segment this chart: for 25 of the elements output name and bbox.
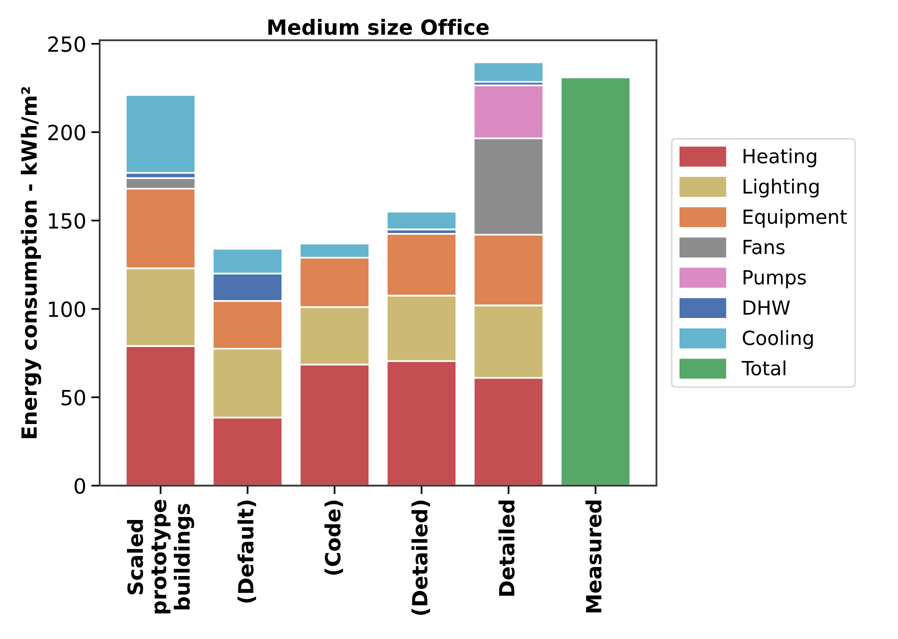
x-tick-label: (Default): [237, 500, 256, 603]
x-tick-label: Scaled prototype buildings: [127, 500, 194, 614]
bar: [472, 62, 544, 83]
bar: [560, 76, 632, 486]
bar: [386, 210, 458, 230]
legend-label: Fans: [744, 240, 785, 254]
y-tick-label: 150: [49, 212, 86, 229]
y-tick-label: 0: [74, 478, 86, 494]
x-tick-label: Detailed: [498, 500, 515, 596]
x-tick-label: (Detailed): [411, 500, 430, 615]
legend-label: Lighting: [744, 178, 819, 198]
x-tick-label: Measured: [585, 500, 602, 612]
y-axis-title: Energy consumption - kWh/m²: [20, 87, 42, 438]
legend-label: Cooling: [742, 330, 813, 349]
legend-label: Total: [742, 360, 786, 376]
y-tick-label: 200: [48, 124, 86, 140]
legend-label: DHW: [744, 300, 790, 315]
y-tick-label: 50: [62, 390, 86, 406]
chart-title: Medium size Office: [268, 18, 489, 35]
legend-label: Heating: [744, 148, 816, 168]
y-tick-label: 250: [48, 36, 86, 52]
legend-label: Equipment: [744, 208, 847, 228]
x-tick-label: (Code): [324, 500, 344, 575]
y-tick-label: 100: [49, 301, 86, 318]
legend-label: Pumps: [744, 270, 806, 288]
